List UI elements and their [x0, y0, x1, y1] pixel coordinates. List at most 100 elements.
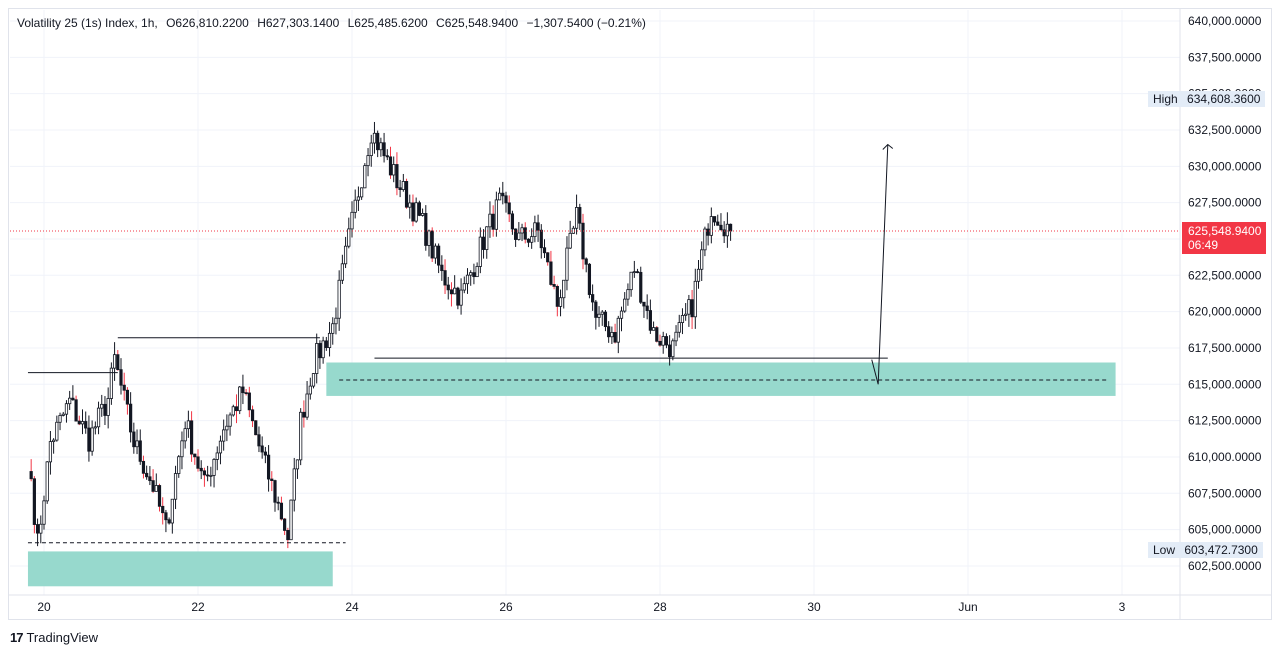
- candle-body: [29, 471, 33, 480]
- candle-body: [446, 284, 450, 291]
- y-tick-label: 615,000.0000: [1188, 377, 1262, 391]
- candle-body: [148, 476, 152, 482]
- low-marker-value: 603,472.7300: [1184, 543, 1258, 557]
- candle-body: [408, 202, 412, 208]
- candle-body: [398, 187, 402, 190]
- candle-body: [215, 452, 219, 460]
- candle-body: [600, 311, 604, 315]
- candle-body: [382, 142, 386, 157]
- candle-body: [404, 181, 409, 208]
- candle-body: [135, 440, 139, 448]
- candle-body: [167, 519, 171, 524]
- y-tick-label: 607,500.0000: [1188, 486, 1262, 500]
- candle-body: [154, 485, 158, 492]
- candle-body: [308, 385, 312, 395]
- high-marker: High 634,608.3600: [1148, 91, 1266, 107]
- candle-body: [616, 317, 620, 343]
- candle-body: [526, 238, 531, 243]
- candle-body: [327, 332, 332, 348]
- candle-body: [668, 344, 672, 358]
- candle-body: [292, 468, 296, 501]
- candle-body: [584, 258, 588, 265]
- candle-body: [709, 216, 713, 236]
- supply-demand-zones: [27, 362, 1116, 587]
- candle-body: [100, 403, 104, 409]
- candle-body: [96, 407, 101, 428]
- drawn-lines: [10, 143, 1180, 544]
- close-value: C625,548.9400: [436, 16, 519, 30]
- candle-body: [369, 142, 373, 157]
- candle-body: [574, 207, 579, 229]
- candle-body: [520, 227, 524, 234]
- candle-body: [132, 431, 136, 448]
- candle-body: [395, 164, 399, 189]
- candle-body: [677, 322, 681, 333]
- candle-body: [430, 230, 434, 259]
- candle-body: [478, 236, 482, 267]
- candle-body: [90, 427, 94, 452]
- candle-body: [39, 523, 43, 534]
- candle-body: [712, 216, 717, 223]
- candle-body: [196, 456, 200, 469]
- candle-body: [639, 271, 643, 303]
- low-value: L625,485.6200: [347, 16, 428, 30]
- y-tick-label: 627,500.0000: [1188, 196, 1262, 210]
- candle-body: [687, 299, 691, 315]
- candle-body: [55, 421, 59, 441]
- last-price-badge: 625,548.9400 06:49: [1182, 222, 1266, 254]
- candle-body: [151, 480, 155, 492]
- candle-body: [443, 270, 447, 286]
- x-tick-label: 30: [807, 600, 821, 614]
- candle-body: [141, 460, 146, 474]
- candle-body: [170, 498, 174, 524]
- candle-body: [385, 155, 389, 158]
- candle-body: [504, 195, 508, 204]
- candle-body: [491, 213, 495, 230]
- candle-body: [533, 222, 537, 238]
- chart-grid: [10, 10, 1180, 595]
- candle-body: [64, 403, 69, 415]
- demand-zone: [27, 551, 333, 587]
- tradingview-brand[interactable]: 17 TradingView: [10, 630, 98, 645]
- candle-body: [87, 427, 91, 452]
- x-tick-label: 26: [499, 600, 513, 614]
- candle-body: [138, 440, 142, 462]
- candle-body: [635, 271, 640, 274]
- candle-body: [587, 263, 592, 295]
- candle-body: [555, 285, 559, 307]
- candle-body: [376, 132, 380, 151]
- candle-body: [129, 403, 133, 433]
- high-marker-label: High: [1153, 92, 1178, 106]
- chart-frame: [8, 8, 1272, 620]
- y-tick-label: 632,500.0000: [1188, 123, 1262, 137]
- candle-body: [420, 213, 425, 216]
- candle-body: [183, 428, 187, 442]
- candle-body: [302, 411, 306, 418]
- candle-body: [437, 245, 441, 266]
- high-value: H627,303.1400: [257, 16, 340, 30]
- candle-body: [440, 264, 444, 272]
- candle-body: [648, 310, 652, 331]
- candle-body: [340, 263, 344, 281]
- candle-body: [497, 192, 502, 201]
- candle-body: [568, 232, 572, 249]
- symbol-legend: Volatility 25 (1s) Index, 1h, O626,810.2…: [17, 16, 651, 30]
- high-marker-value: 634,608.3600: [1187, 92, 1261, 106]
- candle-body: [671, 340, 675, 358]
- y-tick-label: 620,000.0000: [1188, 305, 1262, 319]
- candle-body: [716, 221, 720, 226]
- candle-body: [52, 439, 56, 442]
- candle-body: [45, 461, 49, 502]
- candle-body: [462, 283, 466, 291]
- x-tick-label: Jun: [958, 600, 977, 614]
- candle-body: [337, 279, 341, 319]
- y-tick-label: 602,500.0000: [1188, 559, 1262, 573]
- candle-body: [530, 236, 534, 243]
- candle-body: [42, 500, 46, 525]
- candle-body: [93, 426, 97, 429]
- candle-body: [61, 413, 65, 416]
- candle-body: [597, 313, 601, 318]
- candle-body: [189, 420, 194, 455]
- candle-body: [449, 289, 454, 295]
